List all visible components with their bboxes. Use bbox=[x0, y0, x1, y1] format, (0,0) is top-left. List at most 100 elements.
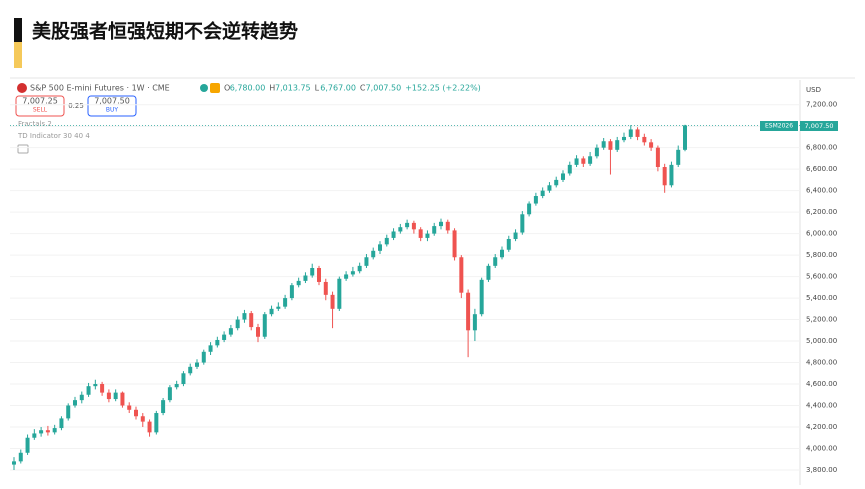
y-tick-label: 4,000.00 bbox=[806, 444, 837, 452]
candle-body bbox=[59, 418, 64, 429]
candle-body bbox=[310, 267, 315, 276]
indicator: TD Indicator 30 40 4 bbox=[17, 132, 90, 140]
candle-body bbox=[669, 164, 674, 186]
candle-body bbox=[134, 409, 138, 417]
candle-body bbox=[25, 437, 30, 453]
candle-body bbox=[378, 244, 382, 251]
y-tick-label: 5,400.00 bbox=[806, 294, 837, 302]
candle-body bbox=[418, 229, 423, 238]
candle-body bbox=[506, 238, 511, 250]
candle-body bbox=[32, 433, 37, 438]
y-tick-label: 4,600.00 bbox=[806, 380, 837, 388]
candle-body bbox=[364, 257, 369, 266]
candle-body bbox=[561, 173, 565, 180]
symbol-tag-text: ESM2026 bbox=[765, 123, 793, 130]
candle-body bbox=[12, 461, 16, 465]
collapse-button[interactable] bbox=[17, 144, 29, 154]
candle-body bbox=[547, 185, 552, 191]
candle-body bbox=[39, 430, 44, 434]
candle-body bbox=[452, 230, 457, 258]
buy-label: BUY bbox=[106, 107, 119, 114]
candle-body bbox=[188, 366, 193, 374]
candle-body bbox=[594, 147, 599, 157]
candle-body bbox=[79, 394, 84, 401]
candles bbox=[10, 124, 800, 470]
candle-body bbox=[391, 231, 396, 238]
candle-body bbox=[154, 413, 159, 433]
y-tick-label: 6,000.00 bbox=[806, 230, 837, 238]
candle-body bbox=[459, 257, 464, 293]
ohlc-key: L bbox=[315, 84, 320, 93]
candle-body bbox=[276, 306, 281, 309]
candle-body bbox=[581, 158, 586, 164]
candle-body bbox=[486, 265, 491, 280]
candle-body bbox=[86, 386, 91, 395]
sell-button[interactable] bbox=[15, 95, 65, 117]
title-bar bbox=[14, 18, 22, 42]
candle-body bbox=[235, 319, 240, 329]
candle-body bbox=[344, 274, 349, 279]
candle-body bbox=[208, 345, 213, 352]
candle-body bbox=[425, 233, 430, 238]
candle-body bbox=[317, 267, 321, 282]
symbol-tag bbox=[760, 121, 798, 131]
spread: 0.25 bbox=[68, 102, 84, 110]
y-tick-label: 7,200.00 bbox=[806, 101, 837, 109]
candle-body bbox=[683, 125, 687, 150]
y-tick-label: 4,200.00 bbox=[806, 423, 837, 431]
candle-body bbox=[106, 392, 111, 400]
candle-body bbox=[174, 384, 179, 388]
candle-body bbox=[384, 237, 389, 245]
candle-body bbox=[622, 136, 626, 141]
candle-body bbox=[100, 384, 105, 393]
y-tick-label: 4,400.00 bbox=[806, 402, 837, 410]
y-tick-label: 6,800.00 bbox=[806, 144, 837, 152]
title: 美股强者恒强短期不会逆转趋势 bbox=[32, 20, 298, 43]
candle-body bbox=[635, 129, 640, 137]
y-tick-label: 5,200.00 bbox=[806, 316, 837, 324]
candle-body bbox=[533, 196, 538, 204]
candle-body bbox=[405, 222, 410, 228]
candle-body bbox=[52, 428, 57, 433]
status-dot bbox=[200, 84, 208, 92]
candle-body bbox=[615, 140, 620, 150]
sell-label: SELL bbox=[33, 107, 48, 114]
buy-button[interactable] bbox=[87, 95, 137, 117]
candle-body bbox=[527, 203, 532, 215]
candle-body bbox=[567, 164, 572, 174]
ohlc-value: 7,013.75 bbox=[275, 84, 311, 93]
candle-body bbox=[493, 257, 498, 266]
candle-body bbox=[140, 416, 145, 422]
candle-body bbox=[432, 226, 437, 234]
candle-body bbox=[655, 147, 660, 168]
ohlc-legend: O 6,780.00 H 7,013.75 L 6,767.00 C 7,007.50 +152… bbox=[224, 84, 481, 93]
candle-body bbox=[574, 158, 579, 165]
price-tag bbox=[800, 121, 838, 131]
candle-body bbox=[167, 387, 172, 401]
candle-body bbox=[45, 430, 50, 433]
ohlc-value: 6,780.00 bbox=[230, 84, 266, 93]
candle-body bbox=[540, 190, 545, 197]
price-tag-text: 7,007.50 bbox=[805, 122, 834, 130]
candle-body bbox=[608, 141, 613, 150]
candle-body bbox=[330, 294, 335, 309]
y-tick-label: 5,600.00 bbox=[806, 273, 837, 281]
buy-price: 7,007.50 bbox=[94, 97, 130, 106]
candle-body bbox=[445, 221, 450, 231]
candle-body bbox=[588, 156, 593, 164]
currency: USD bbox=[806, 86, 821, 94]
candle-body bbox=[662, 167, 667, 186]
indicator: Fractals 2 bbox=[18, 120, 52, 128]
candle-body bbox=[201, 351, 206, 363]
candle-body bbox=[256, 327, 260, 337]
candle-body bbox=[296, 280, 301, 286]
y-tick-label: 5,000.00 bbox=[806, 337, 837, 345]
candle-body bbox=[66, 405, 71, 419]
candle-body bbox=[411, 222, 416, 230]
candle-body bbox=[676, 149, 681, 165]
candle-body bbox=[500, 249, 504, 258]
candle-body bbox=[289, 285, 294, 299]
candle-body bbox=[371, 250, 376, 258]
candle-body bbox=[554, 179, 559, 186]
